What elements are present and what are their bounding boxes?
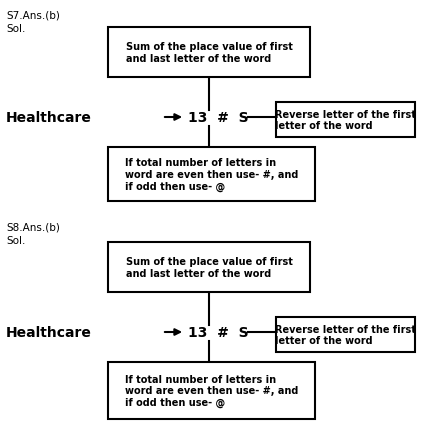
Bar (108, 362, 315, 419)
Text: S8.Ans.(b): S8.Ans.(b) (6, 221, 60, 231)
Text: If total number of letters in
word are even then use- #, and
if odd then use- @: If total number of letters in word are e… (125, 374, 298, 407)
Text: Sol.: Sol. (6, 24, 25, 34)
Text: If total number of letters in
word are even then use- #, and
if odd then use- @: If total number of letters in word are e… (125, 158, 298, 191)
Text: Reverse letter of the first
letter of the word: Reverse letter of the first letter of th… (275, 324, 416, 345)
Bar (276, 317, 415, 352)
Bar (108, 147, 315, 202)
Bar (276, 103, 415, 138)
Text: Sol.: Sol. (6, 236, 25, 246)
Text: Healthcare: Healthcare (6, 111, 92, 125)
Bar (108, 243, 310, 292)
Bar (108, 28, 310, 78)
Text: Reverse letter of the first
letter of the word: Reverse letter of the first letter of th… (275, 110, 416, 131)
Text: S7.Ans.(b): S7.Ans.(b) (6, 10, 60, 20)
Text: Sum of the place value of first
and last letter of the word: Sum of the place value of first and last… (126, 42, 292, 64)
Text: Healthcare: Healthcare (6, 325, 92, 339)
Text: 13  #  S: 13 # S (188, 111, 249, 125)
Text: 13  #  S: 13 # S (188, 325, 249, 339)
Text: Sum of the place value of first
and last letter of the word: Sum of the place value of first and last… (126, 257, 292, 278)
